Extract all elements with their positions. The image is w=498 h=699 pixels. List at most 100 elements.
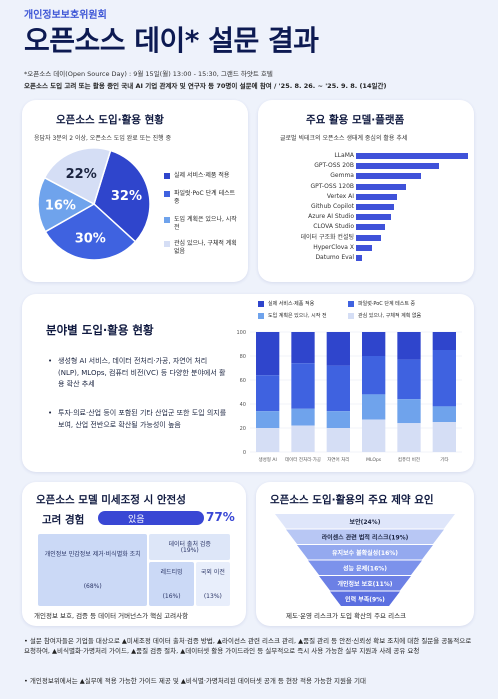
funnel-segment: [286, 529, 444, 544]
stacked-bar-segment: [256, 332, 280, 376]
treemap-cell: 레드티밍 (16%): [149, 561, 194, 606]
adoption-card: 오픈소스 도입·활용 현황 응답자 3분의 2 이상, 오픈소스 도입 완료 또…: [22, 100, 248, 282]
survey-info: 오픈소스 도입 고려 또는 활용 중인 국내 AI 기업 관계자 및 연구자 등…: [24, 82, 387, 90]
treemap-cell: 개인정보 민감정보 제거·비식별화 조치 (68%): [38, 534, 148, 606]
finetune-subtitle: 고려 경험: [42, 514, 85, 526]
model-bar: [356, 214, 391, 221]
stacked-bar-segment: [362, 419, 386, 452]
model-label: Vertex AI: [326, 192, 354, 200]
pie-slice: [37, 176, 96, 233]
notes-line-1: • 설문 참여자들은 기업들 대상으로 ▲미세조정 데이터 출처·검증 방법, …: [24, 637, 472, 655]
treemap-label: 데이터 출처 검증: [168, 541, 211, 548]
pie-slice-label: 32%: [111, 189, 142, 204]
model-bar: [356, 255, 362, 261]
stacked-bar-segment: [256, 428, 280, 452]
event-info: *오픈소스 데이(Open Source Day) : 9월 15일(월) 13…: [24, 70, 273, 78]
legend-swatch: [164, 241, 170, 247]
stacked-bar-segment: [326, 332, 350, 366]
pie-slice: [43, 147, 112, 206]
stacked-bar-segment: [397, 359, 421, 400]
model-bar: [356, 193, 398, 200]
legend-label: 파일럿·PoC 단계 테스트 중: [358, 301, 416, 307]
model-label: GPT-OSS 20B: [314, 162, 354, 170]
model-bar: [356, 173, 421, 180]
model-bar: [356, 163, 439, 170]
page-title: 오픈소스 데이* 설문 결과: [24, 24, 319, 57]
stacked-bar-segment: [432, 332, 456, 350]
bullet-dot: •: [48, 357, 53, 365]
treemap-cell: 데이터 출처 검증 (19%): [149, 534, 230, 560]
stacked-bar-segment: [397, 332, 421, 360]
legend-swatch: [258, 301, 264, 307]
treemap-cell: 국외 이전 (13%): [195, 561, 230, 606]
finetune-pill: 있음: [98, 511, 204, 525]
funnel-label: 성능 문제(16%): [343, 564, 387, 572]
sector-title: 분야별 도입·활용 현황: [46, 323, 154, 337]
stacked-bar-segment: [362, 394, 386, 420]
model-label: 데이터 구조화 컨설팅: [300, 233, 355, 241]
legend-label: 도입 계획은 있으나, 시작 전: [174, 216, 237, 231]
x-tick-label: MLOps: [366, 457, 382, 463]
stacked-bar-segment: [291, 408, 315, 426]
constraints-card: 오픈소스 도입·활용의 주요 제약 요인 보안(24%) 라이센스 관련 법적 리…: [256, 482, 474, 626]
stacked-bar-segment: [432, 350, 456, 407]
pie-slice: [44, 203, 137, 261]
funnel-segment: [275, 514, 455, 529]
x-tick-label: 기타: [440, 456, 449, 463]
stacked-bar-segment: [326, 428, 350, 452]
models-card: 주요 활용 모델·플랫폼 글로벌 빅테크의 오픈소스 생태계 중심의 활용 추세…: [258, 100, 474, 282]
bullet-dot: •: [48, 409, 53, 417]
treemap-percent: (13%): [203, 592, 222, 600]
sector-bullet-1: • 생성형 AI 서비스, 데이터 전처리·가공, 자연어 처리(NLP), M…: [48, 356, 228, 391]
treemap-percent: (16%): [162, 592, 181, 600]
legend-label: 파일럿·PoC 단계 테스트 중: [174, 190, 236, 205]
models-subtitle: 글로벌 빅테크의 오픈소스 생태계 중심의 활용 추세: [280, 135, 408, 142]
stacked-bar-segment: [397, 399, 421, 424]
treemap-percent: (68%): [83, 583, 102, 590]
stacked-bar-segment: [397, 423, 421, 452]
constraints-footer: 제도·운영 리스크가 도입 확산의 주요 리스크: [286, 612, 407, 620]
models-title: 주요 활용 모델·플랫폼: [306, 114, 405, 126]
stacked-bar-segment: [291, 363, 315, 409]
adoption-pie-chart: 32% 30% 16% 22%: [37, 147, 151, 261]
stacked-bar-segment: [326, 365, 350, 412]
funnel-label: 라이센스 관련 법적 리스크(19%): [322, 533, 409, 541]
legend-label: 관심 있으나, 구체적 계획 없음: [358, 313, 422, 319]
funnel-segment: [319, 576, 411, 591]
sector-card: 분야별 도입·활용 현황 • 생성형 AI 서비스, 데이터 전처리·가공, 자…: [22, 294, 474, 472]
funnel-label: 유지보수 불확실성(16%): [332, 549, 398, 557]
y-tick-label: 40: [240, 402, 246, 408]
model-label: HyperClova X: [313, 243, 354, 251]
treemap-label: 국외 이전: [200, 568, 225, 576]
sector-stacked-chart: 100 80 60 40 20 0 생성형 AI 데이터 전처리·가공 자연어 처리 MLOps 컴…: [236, 330, 462, 463]
funnel-segment: [330, 591, 400, 606]
stacked-bar-segment: [291, 425, 315, 452]
treemap-label: 개인정보 민감정보 제거·비식별화 조치: [44, 551, 141, 558]
legend-label: 관심 있으나, 구체적 계획 없음: [174, 240, 237, 255]
model-label: GPT-OSS 120B: [310, 182, 354, 190]
model-bar: [356, 234, 381, 241]
adoption-subtitle: 응답자 3분의 2 이상, 오픈소스 도입 완료 또는 진행 중: [34, 135, 172, 142]
constraints-funnel: 보안(24%) 라이센스 관련 법적 리스크(19%) 유지보수 불확실성(16%)…: [275, 514, 455, 606]
treemap-label: 레드티밍: [160, 568, 183, 576]
stacked-bar-segment: [362, 356, 386, 395]
y-tick-label: 20: [240, 426, 246, 432]
x-tick-label: 컴퓨터 비전: [398, 456, 420, 463]
model-label: Github Copilot: [310, 203, 354, 210]
legend-label: 실제 서비스·제품 적용: [174, 172, 230, 179]
stacked-bar-segment: [432, 406, 456, 422]
sector-bullet-2: • 투자·의료·산업 등이 포함된 기타 산업군 또한 도입 의지를 보여, 산…: [48, 408, 228, 431]
finetune-percent: 77%: [206, 510, 235, 524]
model-bar: [356, 204, 395, 210]
org-name: 개인정보보호위원회: [24, 10, 107, 21]
funnel-segment: [297, 545, 433, 560]
legend-swatch: [164, 173, 170, 179]
adoption-title: 오픈소스 도입·활용 현황: [56, 114, 164, 126]
legend-label: 도입 계획은 있으나, 시작 전: [268, 313, 327, 319]
y-tick-label: 0: [243, 450, 246, 456]
model-bar: [356, 153, 468, 159]
model-bar: [356, 244, 372, 251]
model-bar: [356, 224, 386, 231]
funnel-label: 인력 부족(9%): [345, 595, 385, 603]
legend-label: 실제 서비스·제품 적용: [268, 301, 315, 307]
